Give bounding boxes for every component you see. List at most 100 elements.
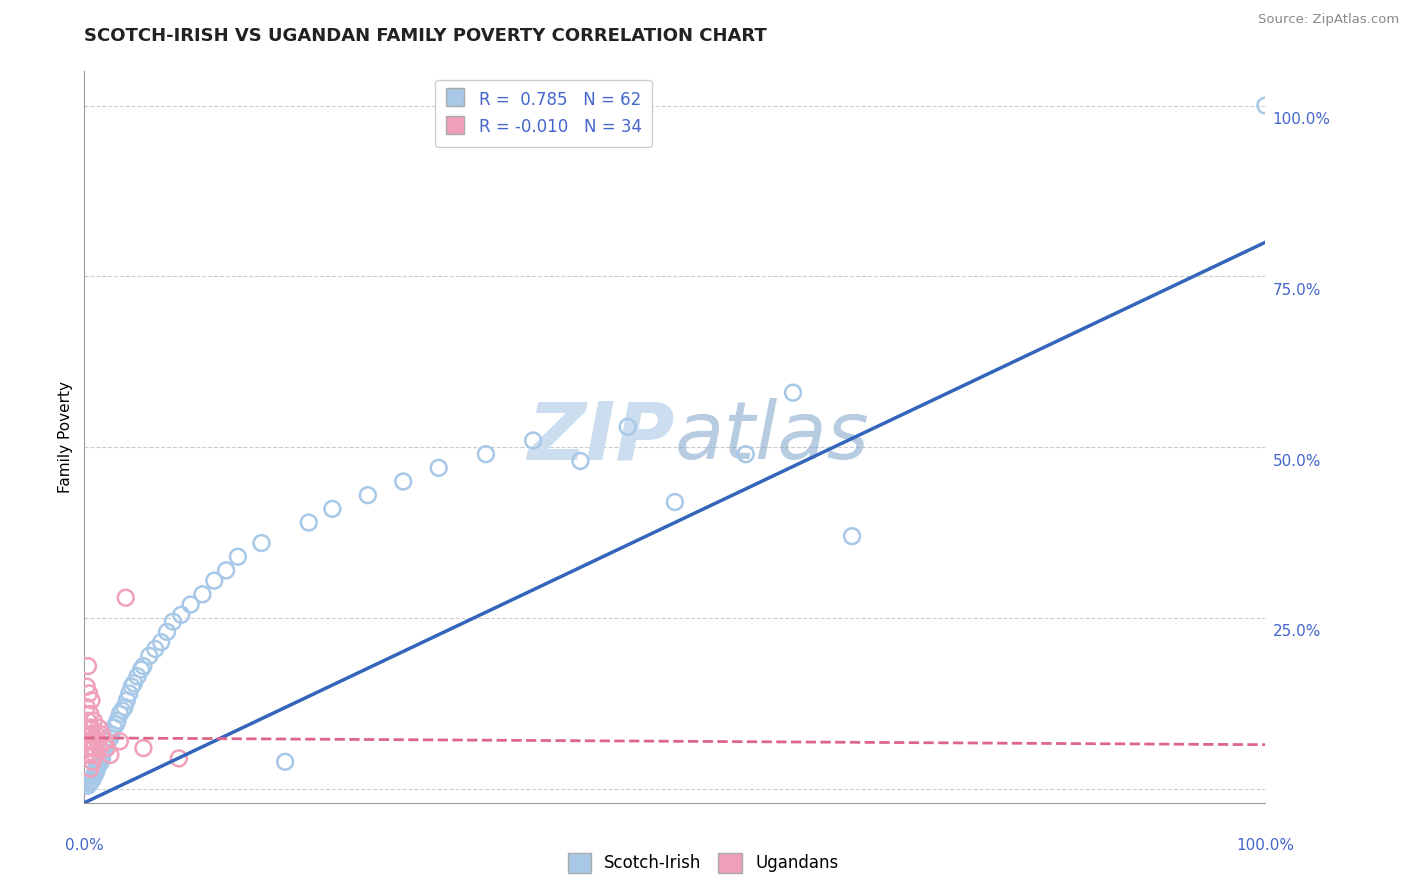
Point xyxy=(129,663,152,677)
Point xyxy=(77,714,100,728)
Point xyxy=(392,475,415,489)
Point xyxy=(91,745,114,759)
Point xyxy=(111,704,134,718)
Point xyxy=(122,676,145,690)
Point xyxy=(80,741,103,756)
Text: 100.0%: 100.0% xyxy=(1236,838,1295,854)
Point xyxy=(98,747,121,762)
Point xyxy=(89,741,111,756)
Legend: R =  0.785   N = 62, R = -0.010   N = 34: R = 0.785 N = 62, R = -0.010 N = 34 xyxy=(436,79,651,146)
Text: atlas: atlas xyxy=(675,398,870,476)
Point xyxy=(86,760,108,774)
Point xyxy=(86,734,108,748)
Point xyxy=(167,751,190,765)
Point xyxy=(664,495,686,509)
Point xyxy=(96,738,118,752)
Point xyxy=(475,447,498,461)
Point xyxy=(321,501,343,516)
Point xyxy=(75,727,97,741)
Point xyxy=(83,714,105,728)
Point xyxy=(83,768,105,782)
Point xyxy=(215,563,238,577)
Point xyxy=(77,779,100,793)
Point xyxy=(84,762,107,776)
Point xyxy=(82,772,104,786)
Point xyxy=(76,680,98,694)
Point xyxy=(274,755,297,769)
Point xyxy=(250,536,273,550)
Point xyxy=(84,767,107,781)
Point xyxy=(138,648,160,663)
Point xyxy=(75,747,97,762)
Point xyxy=(115,693,138,707)
Point xyxy=(108,706,131,721)
Point xyxy=(180,598,202,612)
Point xyxy=(77,686,100,700)
Point xyxy=(127,669,149,683)
Point xyxy=(114,591,136,605)
Text: Source: ZipAtlas.com: Source: ZipAtlas.com xyxy=(1258,13,1399,27)
Text: 100.0%: 100.0% xyxy=(1272,112,1330,127)
Point xyxy=(98,731,121,745)
Point xyxy=(97,734,120,748)
Point xyxy=(84,727,107,741)
Point xyxy=(156,624,179,639)
Text: 75.0%: 75.0% xyxy=(1272,283,1320,298)
Text: 25.0%: 25.0% xyxy=(1272,624,1320,640)
Point xyxy=(103,721,125,735)
Point xyxy=(82,727,104,741)
Point xyxy=(191,587,214,601)
Point xyxy=(82,755,104,769)
Point xyxy=(80,721,103,735)
Point xyxy=(77,747,100,762)
Point xyxy=(107,714,129,728)
Point xyxy=(782,385,804,400)
Point xyxy=(427,460,450,475)
Point xyxy=(616,420,638,434)
Point xyxy=(96,741,118,756)
Text: ZIP: ZIP xyxy=(527,398,675,476)
Y-axis label: Family Poverty: Family Poverty xyxy=(58,381,73,493)
Point xyxy=(83,770,105,784)
Point xyxy=(226,549,249,564)
Point xyxy=(91,727,114,741)
Point xyxy=(108,734,131,748)
Point xyxy=(357,488,380,502)
Point xyxy=(79,775,101,789)
Point xyxy=(79,706,101,721)
Point xyxy=(83,741,105,756)
Text: 50.0%: 50.0% xyxy=(1272,453,1320,468)
Text: SCOTCH-IRISH VS UGANDAN FAMILY POVERTY CORRELATION CHART: SCOTCH-IRISH VS UGANDAN FAMILY POVERTY C… xyxy=(84,27,768,45)
Point xyxy=(93,734,115,748)
Point xyxy=(77,741,100,756)
Point xyxy=(569,454,592,468)
Point xyxy=(298,516,321,530)
Point xyxy=(77,659,100,673)
Point xyxy=(90,755,112,769)
Point xyxy=(105,717,128,731)
Point xyxy=(84,747,107,762)
Point xyxy=(841,529,863,543)
Point xyxy=(79,734,101,748)
Text: 0.0%: 0.0% xyxy=(65,838,104,854)
Point xyxy=(77,777,100,791)
Point xyxy=(118,686,141,700)
Point xyxy=(1254,98,1277,112)
Point xyxy=(87,758,110,772)
Point xyxy=(80,773,103,788)
Point xyxy=(100,727,122,741)
Point xyxy=(162,615,184,629)
Point xyxy=(522,434,544,448)
Point xyxy=(91,751,114,765)
Point xyxy=(150,635,173,649)
Point xyxy=(734,447,756,461)
Point xyxy=(76,734,98,748)
Legend: Scotch-Irish, Ugandans: Scotch-Irish, Ugandans xyxy=(561,847,845,880)
Point xyxy=(91,747,114,762)
Point xyxy=(121,680,143,694)
Point xyxy=(94,741,117,756)
Point xyxy=(77,721,100,735)
Point xyxy=(87,721,110,735)
Point xyxy=(79,762,101,776)
Point xyxy=(76,700,98,714)
